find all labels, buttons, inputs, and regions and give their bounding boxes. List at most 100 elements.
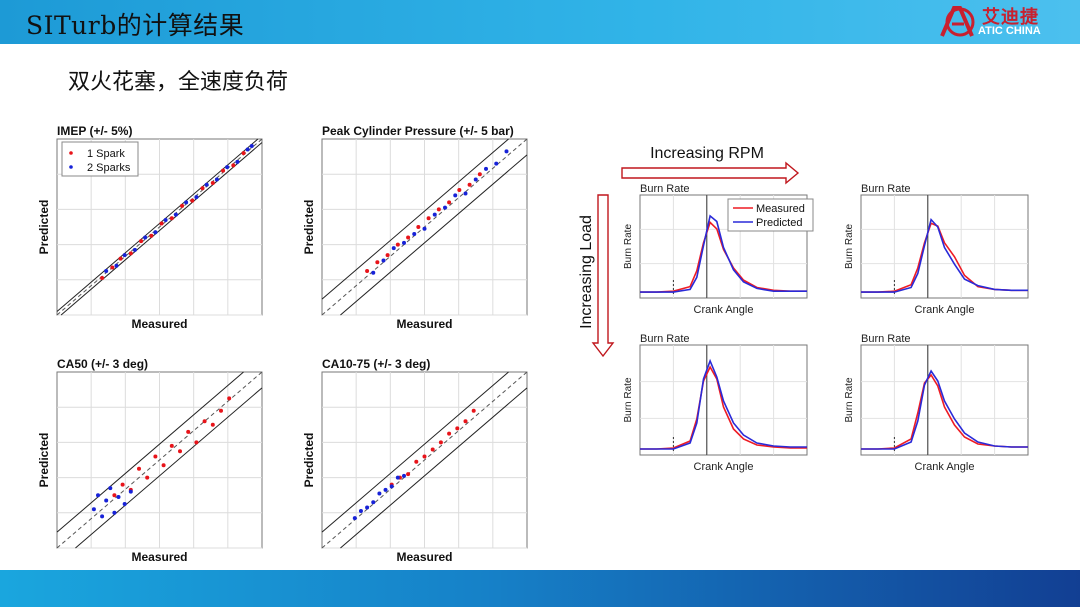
data-point (383, 487, 388, 492)
series-line-predicted (861, 217, 1028, 293)
y-axis-label: Predicted (37, 200, 51, 255)
data-point (210, 181, 215, 185)
data-point (395, 475, 400, 480)
upper-bound-line (321, 371, 509, 533)
identity-line (56, 371, 263, 549)
data-point (381, 258, 386, 263)
data-point (180, 203, 185, 208)
header-bar: SITurb的计算结果 艾迪捷 ATIC CHINA (0, 0, 1080, 44)
data-point (402, 240, 406, 245)
scatter-panel-1 (321, 138, 528, 316)
data-point (184, 200, 189, 205)
data-point (377, 491, 382, 496)
data-point (128, 489, 133, 494)
y-axis-label: Burn Rate (623, 377, 634, 422)
data-point (477, 172, 482, 177)
chart-title: CA10-75 (+/- 3 deg) (322, 357, 430, 371)
data-point (365, 269, 370, 273)
data-point (202, 419, 207, 424)
atic-logo-icon (940, 6, 975, 37)
data-point (132, 247, 137, 252)
scatter-panel-0 (56, 138, 263, 316)
company-logo: 艾迪捷 ATIC CHINA (938, 3, 1078, 41)
data-point (104, 498, 109, 503)
data-point (190, 198, 195, 203)
burn-rate-panel-2 (639, 344, 808, 456)
data-point (494, 161, 499, 166)
data-point (365, 505, 370, 510)
data-point (504, 149, 509, 154)
data-point (473, 177, 478, 182)
data-point (352, 516, 357, 521)
burn-rate-panel-3 (860, 344, 1029, 456)
data-point (186, 429, 191, 434)
data-point (139, 239, 144, 244)
data-point (249, 144, 254, 149)
data-point (389, 484, 394, 489)
lower-bound-line (60, 142, 263, 316)
upper-bound-line (321, 138, 509, 300)
x-axis-label: Measured (131, 550, 187, 564)
data-point (178, 449, 182, 454)
data-point (416, 225, 421, 229)
data-point (227, 396, 232, 401)
data-point (371, 270, 376, 275)
slide-subtitle: 双火花塞，全速度负荷 (68, 70, 289, 95)
data-point (112, 510, 117, 515)
data-point (100, 276, 105, 281)
data-point (457, 188, 462, 193)
data-point (100, 514, 105, 519)
x-axis-label: Crank Angle (694, 461, 754, 473)
data-point (225, 165, 230, 170)
logo-english-text: ATIC CHINA (978, 25, 1041, 37)
data-point (104, 269, 109, 273)
data-point (163, 217, 168, 222)
data-point (241, 151, 246, 156)
legend-entry: Measured (756, 203, 805, 215)
data-point (214, 177, 219, 182)
burn-rate-panel-1 (860, 194, 1029, 299)
data-point (455, 426, 460, 431)
chart-title: Burn Rate (640, 333, 690, 345)
lower-bound-line (75, 387, 263, 549)
y-axis-label: Predicted (302, 433, 316, 488)
chart-title: CA50 (+/- 3 deg) (57, 357, 148, 371)
data-point (412, 232, 417, 237)
data-point (200, 186, 205, 191)
x-axis-label: Crank Angle (694, 304, 754, 316)
data-point (395, 242, 400, 247)
series-line-predicted (640, 358, 807, 450)
data-point (430, 447, 435, 452)
chart-title: IMEP (+/- 5%) (57, 124, 132, 138)
legend-entry: Predicted (756, 217, 802, 229)
data-point (194, 440, 199, 445)
data-point (432, 212, 437, 217)
y-axis-label: Predicted (37, 433, 51, 488)
data-point (116, 494, 121, 499)
data-point (96, 493, 100, 498)
data-point (231, 163, 236, 168)
data-point (426, 216, 431, 221)
series-line-measured (640, 220, 807, 293)
data-point (120, 482, 125, 487)
y-axis-label: Burn Rate (844, 224, 855, 269)
data-point (467, 182, 472, 187)
chart-title: Burn Rate (861, 333, 911, 345)
legend-box (727, 198, 814, 232)
data-point (169, 443, 174, 448)
load-arrow-icon (591, 194, 615, 358)
data-point (422, 454, 427, 459)
data-point (161, 463, 166, 468)
data-point (406, 235, 411, 240)
data-point (210, 422, 215, 427)
rpm-arrow-icon (621, 161, 800, 185)
data-point (443, 205, 447, 210)
burn-rate-panel-0 (639, 194, 814, 299)
series-line-predicted (640, 214, 807, 293)
legend-marker (69, 151, 73, 155)
data-point (169, 216, 174, 221)
legend-marker (69, 165, 73, 169)
page-title: SITurb的计算结果 (26, 11, 245, 40)
chart-title: Burn Rate (861, 183, 911, 195)
